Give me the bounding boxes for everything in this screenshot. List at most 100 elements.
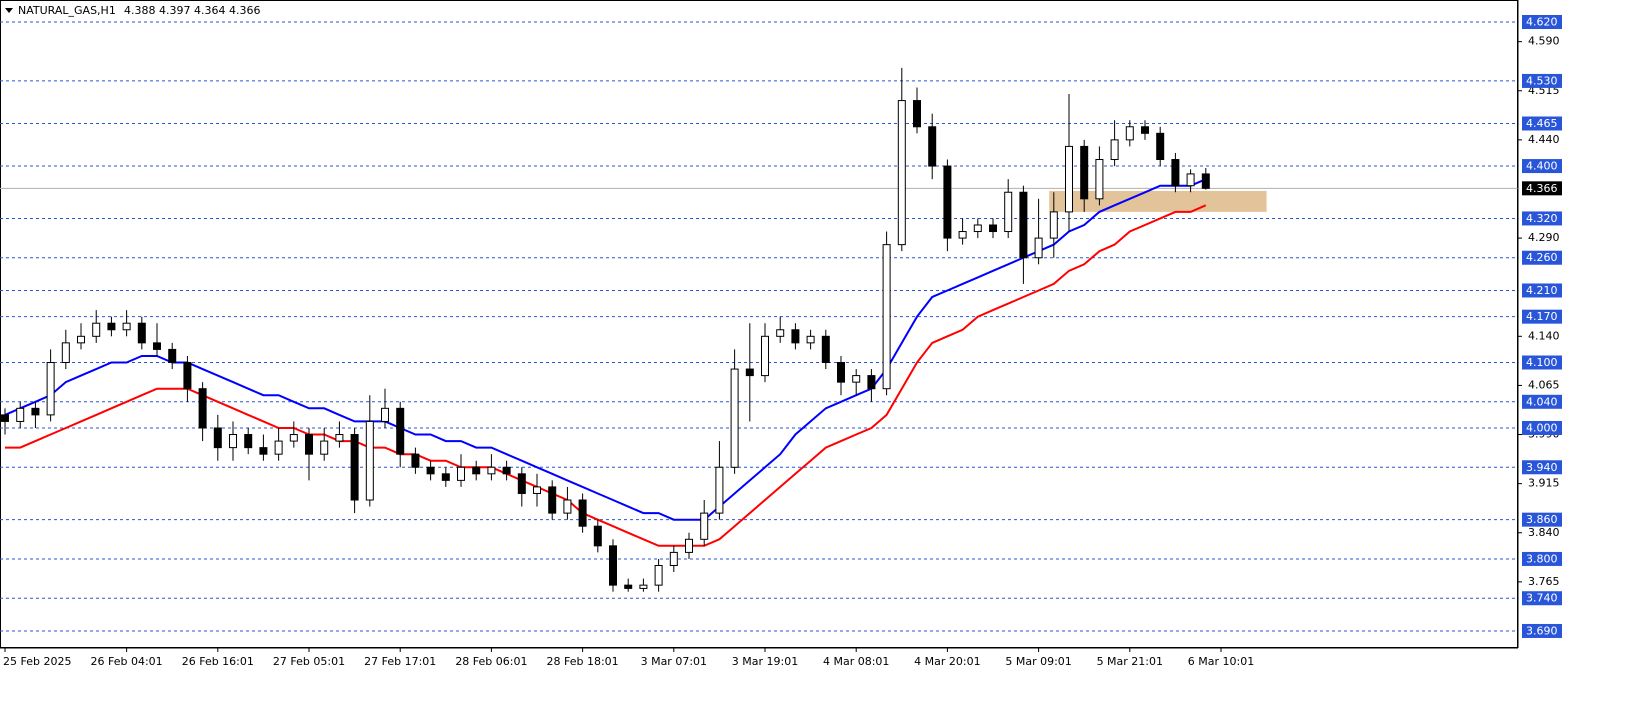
axis-cover [0, 649, 1519, 708]
x-tick-label: 27 Feb 17:01 [364, 655, 436, 668]
level-label: 4.530 [1526, 74, 1558, 87]
level-label-box [1522, 73, 1562, 88]
candle-body [791, 329, 800, 344]
candle-body [745, 368, 754, 377]
level-label-box [1522, 420, 1562, 435]
candle-body [16, 407, 25, 422]
candle-body [928, 126, 937, 167]
level-label: 4.465 [1526, 117, 1558, 130]
level-label-box [1522, 283, 1562, 298]
y-tick-label: 3.915 [1528, 477, 1560, 490]
candle-body [517, 473, 526, 494]
level-label-box [1522, 355, 1562, 370]
x-tick-label: 4 Mar 20:01 [914, 655, 980, 668]
level-label-box [1522, 394, 1562, 409]
candle-body [441, 473, 450, 481]
candle-body [335, 434, 344, 442]
x-tick-label: 4 Mar 08:01 [823, 655, 889, 668]
moving-average [4, 178, 1207, 521]
menu-arrow[interactable] [5, 8, 13, 13]
candle-body [365, 420, 374, 501]
x-tick-label: 26 Feb 04:01 [91, 655, 163, 668]
candle-body [46, 362, 55, 416]
candle-body [274, 440, 283, 455]
candle-body [1004, 191, 1013, 233]
candle-body [350, 434, 359, 501]
x-tick-label: 28 Feb 18:01 [547, 655, 619, 668]
candle-body [1064, 145, 1073, 213]
candle-body [1110, 139, 1119, 161]
candle-body [943, 165, 952, 239]
candle-body [1186, 173, 1195, 187]
candle-body [852, 375, 861, 383]
y-tick-label: 4.290 [1528, 231, 1560, 244]
level-label: 3.800 [1526, 552, 1558, 565]
candle-body [107, 322, 116, 331]
level-label: 3.860 [1526, 513, 1558, 526]
level-label-box [1522, 460, 1562, 475]
candle-body [411, 453, 420, 468]
level-label-box [1522, 309, 1562, 324]
level-label: 4.040 [1526, 395, 1558, 408]
level-label-box [1522, 159, 1562, 174]
x-tick-label: 5 Mar 09:01 [1005, 655, 1071, 668]
candle-body [821, 335, 830, 364]
level-label: 4.100 [1526, 356, 1558, 369]
candle-body [213, 427, 222, 449]
candle-body [1201, 173, 1210, 189]
x-tick-label: 3 Mar 19:01 [732, 655, 798, 668]
x-tick-label: 3 Mar 07:01 [641, 655, 707, 668]
level-label-box [1522, 551, 1562, 566]
candle-body [244, 434, 253, 449]
candle-body [563, 499, 572, 514]
current-price-label: 4.366 [1526, 182, 1558, 195]
candle-body [654, 564, 663, 586]
quote: 4.388 4.397 4.364 4.366 [124, 4, 260, 17]
candle-body [381, 407, 390, 422]
candle-body [472, 466, 481, 475]
x-tick-label: 6 Mar 10:01 [1188, 655, 1254, 668]
candle-body [1080, 145, 1089, 200]
level-label-box [1522, 15, 1562, 30]
candle-body [305, 434, 314, 455]
candle-body [31, 407, 40, 416]
candle-body [958, 231, 967, 239]
candle-body [183, 362, 192, 390]
candle-body [669, 551, 678, 566]
candle-body [289, 434, 298, 442]
candle-body [761, 335, 770, 377]
support-zone [1049, 190, 1267, 212]
level-label: 3.940 [1526, 461, 1558, 474]
symbol-title: NATURAL_GAS,H1 [18, 4, 116, 17]
candle-body [609, 545, 618, 586]
candle-body [548, 486, 557, 514]
x-tick-label: 26 Feb 16:01 [182, 655, 254, 668]
candle-body [882, 244, 891, 390]
y-tick-label: 3.840 [1528, 526, 1560, 539]
candle-body [122, 322, 131, 331]
level-label-box [1522, 211, 1562, 226]
candle-body [700, 512, 709, 540]
y-tick-label: 4.065 [1528, 378, 1560, 391]
candle-body [92, 322, 101, 337]
candle-body [1019, 191, 1028, 259]
current-price-box [1522, 181, 1562, 196]
candle-body [198, 388, 207, 429]
candle-body [1171, 159, 1180, 187]
candle-body [639, 584, 648, 589]
candle-body [1156, 132, 1165, 161]
candle-body [913, 100, 922, 128]
candle-body [715, 466, 724, 514]
level-label: 4.620 [1526, 16, 1558, 29]
y-tick-label: 4.140 [1528, 329, 1560, 342]
y-tick-label: 3.765 [1528, 575, 1560, 588]
candle-body [502, 466, 511, 475]
level-label: 4.400 [1526, 160, 1558, 173]
level-label-box [1522, 623, 1562, 638]
level-label-box [1522, 591, 1562, 606]
candle-body [730, 368, 739, 468]
candle-body [168, 348, 177, 364]
level-label: 4.210 [1526, 284, 1558, 297]
candle-body [867, 375, 876, 390]
